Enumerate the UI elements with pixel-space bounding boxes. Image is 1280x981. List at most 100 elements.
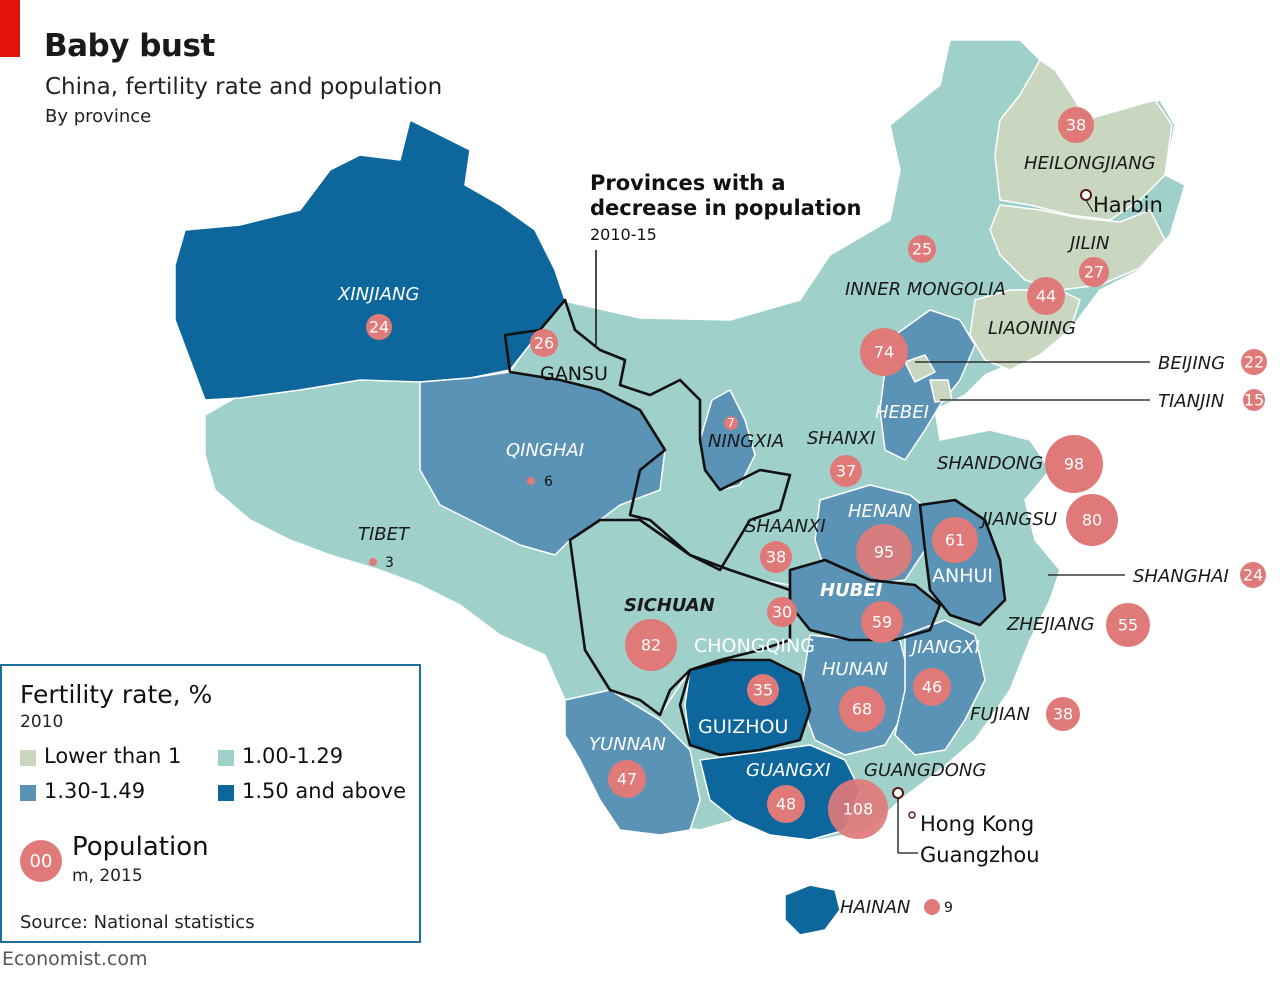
bubble-tianjin: 15	[1243, 389, 1265, 411]
legend-swatch-150-above	[218, 785, 234, 801]
decrease-border-guizhou	[678, 658, 812, 757]
legend-label-150-above: 1.50 and above	[242, 779, 407, 803]
label-hainan: HAINAN	[840, 897, 910, 918]
label-fujian: FUJIAN	[970, 704, 1030, 725]
legend-swatch-100-129	[218, 750, 234, 766]
bubble-heilongjiang: 38	[1058, 107, 1094, 143]
bubble-yunnan: 47	[608, 760, 646, 798]
source-note: Source: National statistics	[20, 912, 255, 933]
bubble-guangdong: 108	[828, 779, 888, 839]
bubble-shandong: 98	[1045, 435, 1103, 493]
svg-text:59: 59	[872, 613, 892, 632]
label-guizhou: GUIZHOU	[698, 716, 788, 738]
svg-text:24: 24	[1243, 566, 1263, 585]
bubble-zhejiang: 55	[1106, 603, 1150, 647]
bubble-hebei: 74	[860, 328, 908, 376]
label-henan: HENAN	[848, 501, 912, 522]
label-zhejiang: ZHEJIANG	[1006, 614, 1095, 635]
label-beijing: BEIJING	[1158, 353, 1225, 374]
svg-text:38: 38	[766, 548, 786, 567]
svg-text:98: 98	[1064, 455, 1084, 474]
bubble-fujian: 38	[1046, 697, 1080, 731]
label-yunnan: YUNNAN	[589, 734, 666, 755]
legend-label-lower-than-1: Lower than 1	[44, 744, 182, 768]
svg-text:9: 9	[944, 900, 953, 916]
label-hunan: HUNAN	[822, 659, 888, 680]
label-shanghai: SHANGHAI	[1133, 566, 1229, 587]
svg-text:15: 15	[1244, 391, 1264, 410]
bubble-jiangsu: 80	[1066, 494, 1118, 546]
label-guangxi: GUANGXI	[746, 760, 831, 781]
bubble-hubei: 59	[861, 601, 903, 643]
label-sichuan: SICHUAN	[624, 595, 715, 616]
economist-credit: Economist.com	[2, 948, 148, 970]
city-guangzhou: Guangzhou	[920, 843, 1040, 867]
svg-text:26: 26	[534, 334, 554, 353]
chart-subsubtitle: By province	[45, 106, 152, 127]
bubble-xinjiang: 24	[366, 314, 392, 340]
svg-text:82: 82	[641, 636, 661, 655]
label-jiangxi: JIANGXI	[909, 637, 980, 658]
bubble-anhui: 61	[932, 517, 978, 563]
svg-text:68: 68	[852, 700, 872, 719]
legend-population-badge: 00	[20, 840, 62, 882]
bubble-jiangxi: 46	[913, 668, 951, 706]
label-qinghai: QINGHAI	[506, 440, 584, 461]
label-xinjiang: XINJIANG	[337, 284, 420, 305]
callout-period: 2010-15	[590, 225, 657, 244]
label-chongqing: CHONGQING	[694, 635, 815, 657]
callout-title-line2: decrease in population	[590, 196, 861, 220]
label-tibet: TIBET	[358, 524, 411, 545]
bubble-henan: 95	[856, 524, 912, 580]
svg-text:46: 46	[922, 678, 942, 697]
label-inner-mongolia: INNER MONGOLIA	[845, 279, 1006, 300]
svg-text:47: 47	[617, 770, 637, 789]
legend-fertility-year: 2010	[20, 712, 64, 732]
svg-text:74: 74	[874, 343, 894, 362]
bubble-hunan: 68	[839, 686, 885, 732]
bubble-jilin: 27	[1079, 257, 1109, 287]
svg-text:30: 30	[772, 603, 792, 622]
province-guizhou	[684, 659, 811, 756]
city-guangzhou-hongkong: Hong Kong Guangzhou	[892, 787, 1040, 867]
label-guangdong: GUANGDONG	[864, 760, 986, 781]
bubble-ningxia: 7	[724, 416, 738, 430]
city-hong-kong: Hong Kong	[920, 812, 1034, 836]
label-ningxia: NINGXIA	[708, 431, 784, 452]
label-jilin: JILIN	[1067, 233, 1109, 254]
svg-text:6: 6	[544, 474, 553, 490]
svg-text:27: 27	[1084, 263, 1104, 282]
province-xinjiang	[174, 119, 566, 401]
label-hubei: HUBEI	[820, 580, 883, 601]
bubble-shaanxi: 38	[760, 541, 792, 573]
label-gansu: GANSU	[540, 363, 608, 385]
svg-text:22: 22	[1244, 353, 1264, 372]
bubble-qinghai: 6	[527, 474, 553, 490]
svg-text:44: 44	[1036, 287, 1056, 306]
bubble-guangxi: 48	[767, 785, 805, 823]
svg-text:95: 95	[874, 543, 894, 562]
bubble-tibet: 3	[369, 555, 394, 571]
label-heilongjiang: HEILONGJIANG	[1024, 153, 1156, 174]
svg-text:Harbin: Harbin	[1093, 193, 1163, 217]
legend-swatch-130-149	[20, 785, 36, 801]
svg-text:55: 55	[1118, 616, 1138, 635]
legend-swatch-lower-than-1	[20, 750, 36, 766]
legend-fertility-title: Fertility rate, %	[20, 680, 213, 709]
bubble-beijing: 22	[1241, 349, 1267, 375]
svg-text:80: 80	[1082, 511, 1102, 530]
decrease-border-hubei	[788, 558, 942, 642]
label-jiangsu: JIANGSU	[979, 509, 1057, 530]
decrease-border-gansu	[503, 298, 792, 572]
svg-text:24: 24	[369, 318, 389, 337]
legend-population-title: Population	[72, 832, 209, 862]
legend-label-100-129: 1.00-1.29	[242, 744, 344, 768]
chart-subtitle: China, fertility rate and population	[45, 74, 443, 100]
legend-label-130-149: 1.30-1.49	[44, 779, 146, 803]
svg-text:37: 37	[836, 462, 856, 481]
bubble-liaoning: 44	[1027, 277, 1065, 315]
province-jilin	[989, 204, 1166, 291]
label-shandong: SHANDONG	[937, 453, 1043, 474]
city-harbin: Harbin	[1080, 189, 1163, 217]
